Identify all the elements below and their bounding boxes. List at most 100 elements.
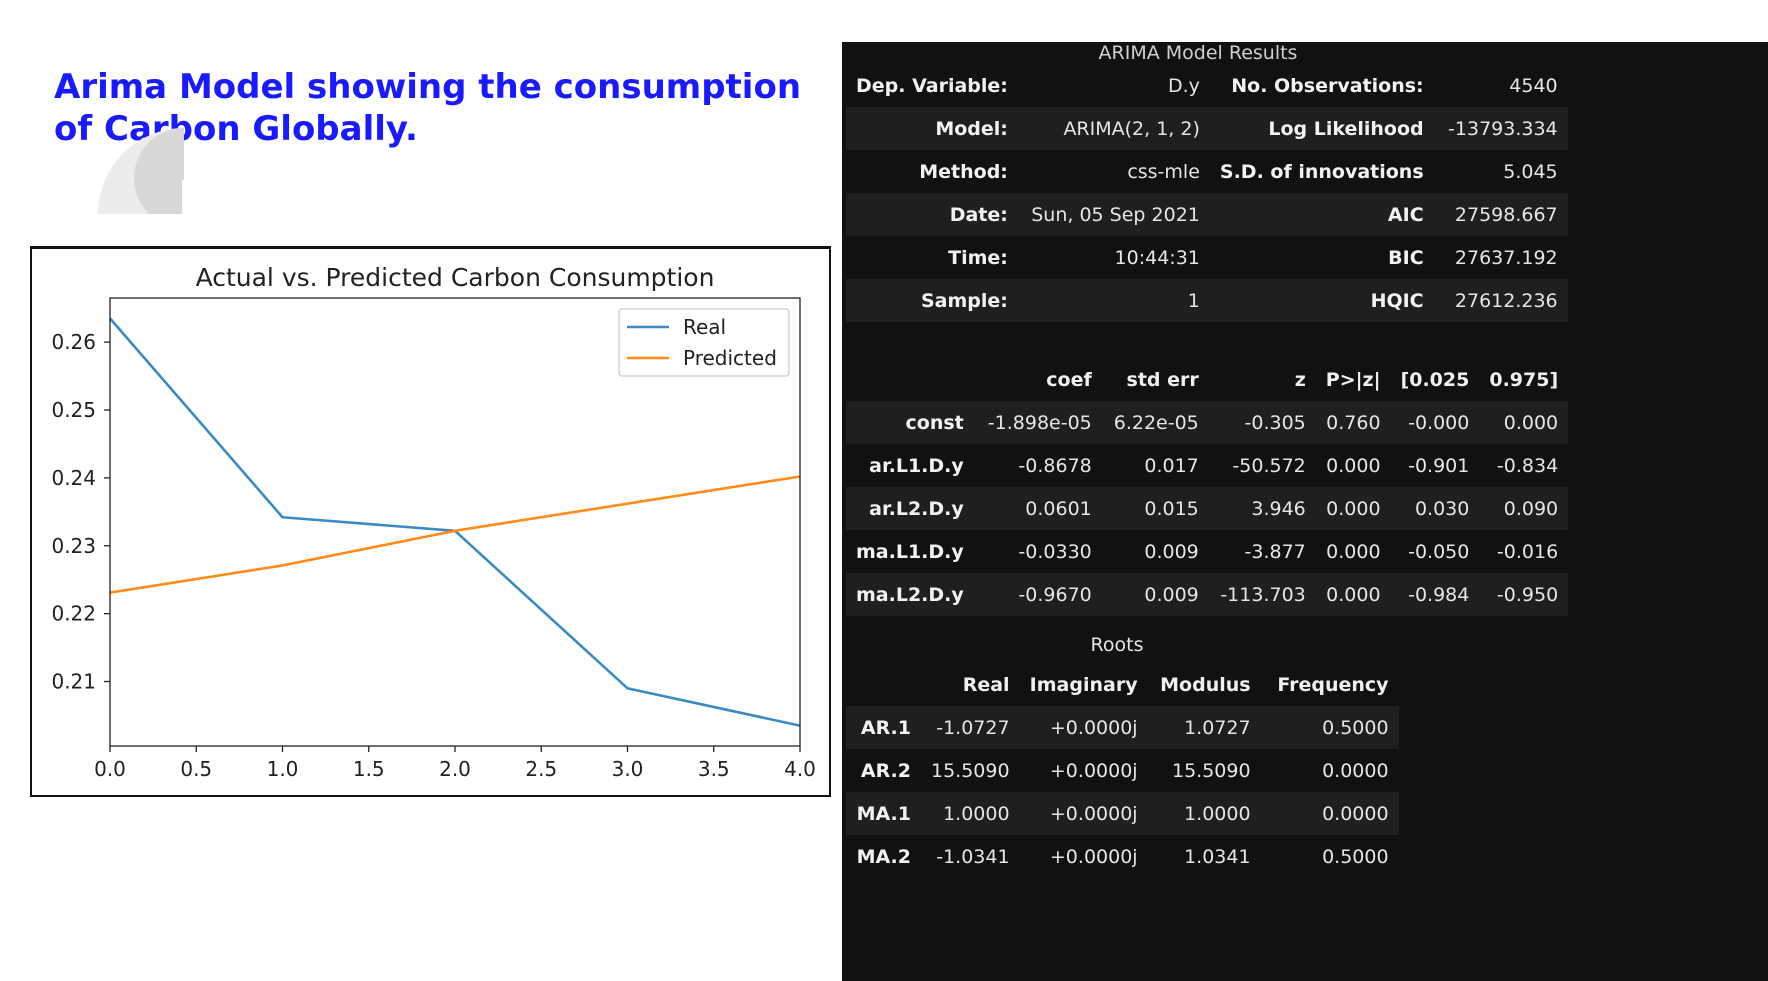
- cell-value: 0.000: [1326, 497, 1381, 520]
- y-tick-label: 0.26: [51, 330, 96, 354]
- row-label: ma.L1.D.y: [856, 540, 964, 563]
- column-header: 0.975]: [1489, 368, 1559, 391]
- coefficient-row: ma.L2.D.y -0.9670 0.009 -113.703 0.000 -0.984…: [846, 573, 1569, 616]
- summary-label: No. Observations:: [1231, 74, 1424, 97]
- root-row: MA.2 -1.0341 +0.0000j 1.0341 0.5000: [846, 835, 1399, 878]
- column-header: Modulus: [1160, 673, 1251, 696]
- root-row: MA.1 1.0000 +0.0000j 1.0000 0.0000: [846, 792, 1399, 835]
- cell-value: 0.0601: [1025, 497, 1092, 520]
- arima-results-title: ARIMA Model Results: [1098, 42, 1298, 64]
- row-label: AR.2: [860, 759, 911, 782]
- cell-value: 3.946: [1251, 497, 1306, 520]
- summary-value: D.y: [1167, 74, 1200, 97]
- cell-value: 0.0000: [1322, 759, 1389, 782]
- slide-title: Arima Model showing the consumption of C…: [54, 67, 802, 149]
- series-line-predicted: [109, 475, 801, 594]
- x-tick-label: 2.5: [525, 757, 557, 781]
- summary-row: Dep. Variable: D.y No. Observations: 4540: [846, 64, 1568, 107]
- cell-value: 0.5000: [1322, 716, 1389, 739]
- legend-label: Predicted: [683, 346, 777, 370]
- cell-value: -50.572: [1232, 454, 1306, 477]
- column-header: Imaginary: [1029, 673, 1138, 696]
- summary-row: Sample: 1 HQIC 27612.236: [846, 279, 1568, 322]
- cell-value: 0.760: [1326, 411, 1381, 434]
- row-label: MA.2: [856, 845, 911, 868]
- cell-value: 0.000: [1326, 540, 1381, 563]
- row-label: ma.L2.D.y: [856, 583, 964, 606]
- coefficients-table: coef std err z P>|z| [0.025 0.975] const -1.89…: [846, 358, 1569, 616]
- cell-value: 6.22e-05: [1113, 411, 1199, 434]
- cell-value: 0.5000: [1322, 845, 1389, 868]
- summary-label: BIC: [1388, 246, 1424, 269]
- cell-value: 0.000: [1326, 454, 1381, 477]
- line-chart: Actual vs. Predicted Carbon Consumption 0…: [51, 263, 816, 781]
- roots-table: Real Imaginary Modulus Frequency AR.1 -1.072…: [846, 663, 1399, 878]
- column-header: P>|z|: [1325, 368, 1381, 391]
- summary-value: 10:44:31: [1114, 246, 1200, 269]
- x-tick-label: 4.0: [784, 757, 816, 781]
- legend-label: Real: [683, 315, 726, 339]
- coefficient-row: ar.L2.D.y 0.0601 0.015 3.946 0.000 0.030 0.090: [846, 487, 1569, 530]
- cell-value: -0.950: [1496, 583, 1559, 606]
- summary-value: 27598.667: [1454, 203, 1558, 226]
- cell-value: +0.0000j: [1049, 802, 1138, 825]
- summary-label: Log Likelihood: [1268, 117, 1424, 140]
- summary-row: Method: css-mle S.D. of innovations 5.045: [846, 150, 1568, 193]
- coefficient-row: ar.L1.D.y -0.8678 0.017 -50.572 0.000 -0.901 -…: [846, 444, 1568, 487]
- cell-value: -0.984: [1408, 583, 1470, 606]
- coefficient-row-header: coef std err z P>|z| [0.025 0.975]: [846, 358, 1568, 401]
- summary-value: css-mle: [1127, 160, 1200, 183]
- summary-label: S.D. of innovations: [1219, 160, 1424, 183]
- x-tick-label: 2.0: [439, 757, 471, 781]
- series-line-real: [109, 317, 801, 727]
- row-label: const: [905, 411, 964, 434]
- root-row: AR.1 -1.0727 +0.0000j 1.0727 0.5000: [846, 706, 1399, 749]
- cell-value: 0.030: [1414, 497, 1470, 520]
- summary-value: 27612.236: [1454, 289, 1558, 312]
- cell-value: 0.009: [1144, 540, 1199, 563]
- cell-value: -0.9670: [1018, 583, 1092, 606]
- x-tick-label: 0.5: [180, 757, 212, 781]
- cell-value: -0.016: [1496, 540, 1559, 563]
- summary-label: Model:: [935, 117, 1008, 140]
- arima-results-panel: ARIMA Model Results Dep. Variable: D.y No.…: [842, 42, 1768, 981]
- column-header: coef: [1046, 368, 1092, 391]
- cell-value: +0.0000j: [1049, 845, 1138, 868]
- cell-value: -0.8678: [1018, 454, 1092, 477]
- cell-value: 0.000: [1503, 411, 1559, 434]
- y-tick-label: 0.21: [51, 670, 96, 694]
- cell-value: 0.0000: [1322, 802, 1389, 825]
- cell-value: 0.090: [1503, 497, 1559, 520]
- cell-value: 1.0341: [1184, 845, 1251, 868]
- summary-label: HQIC: [1370, 289, 1424, 312]
- cell-value: -1.898e-05: [987, 411, 1092, 434]
- y-tick-label: 0.25: [51, 398, 96, 422]
- summary-value: ARIMA(2, 1, 2): [1063, 117, 1200, 140]
- x-tick-label: 0.0: [94, 757, 126, 781]
- cell-value: -0.050: [1408, 540, 1470, 563]
- root-row: AR.2 15.5090 +0.0000j 15.5090 0.0000: [846, 749, 1399, 792]
- column-header: [846, 663, 921, 706]
- column-header: [846, 358, 974, 401]
- root-row-header: Real Imaginary Modulus Frequency: [846, 663, 1399, 706]
- x-tick-label: 3.0: [612, 757, 644, 781]
- cell-value: -0.0330: [1018, 540, 1092, 563]
- summary-value: Sun, 05 Sep 2021: [1031, 203, 1200, 226]
- cell-value: 1.0000: [1184, 802, 1251, 825]
- summary-value: 4540: [1509, 74, 1558, 97]
- summary-row: Date: Sun, 05 Sep 2021 AIC 27598.667: [846, 193, 1568, 236]
- summary-label: AIC: [1387, 203, 1424, 226]
- cell-value: 1.0000: [943, 802, 1010, 825]
- summary-value: 5.045: [1503, 160, 1558, 183]
- model-summary-table: Dep. Variable: D.y No. Observations: 4540 Mo…: [846, 64, 1568, 322]
- chart-title: Actual vs. Predicted Carbon Consumption: [196, 263, 715, 292]
- x-tick-label: 1.0: [267, 757, 299, 781]
- y-tick-label: 0.24: [51, 466, 96, 490]
- roots-title: Roots: [1090, 634, 1144, 656]
- cell-value: 0.015: [1144, 497, 1199, 520]
- cell-value: -113.703: [1220, 583, 1306, 606]
- chart-frame: Actual vs. Predicted Carbon Consumption 0…: [30, 246, 831, 797]
- column-header: Real: [962, 673, 1010, 696]
- summary-label: Date:: [949, 203, 1008, 226]
- column-header: std err: [1126, 368, 1199, 391]
